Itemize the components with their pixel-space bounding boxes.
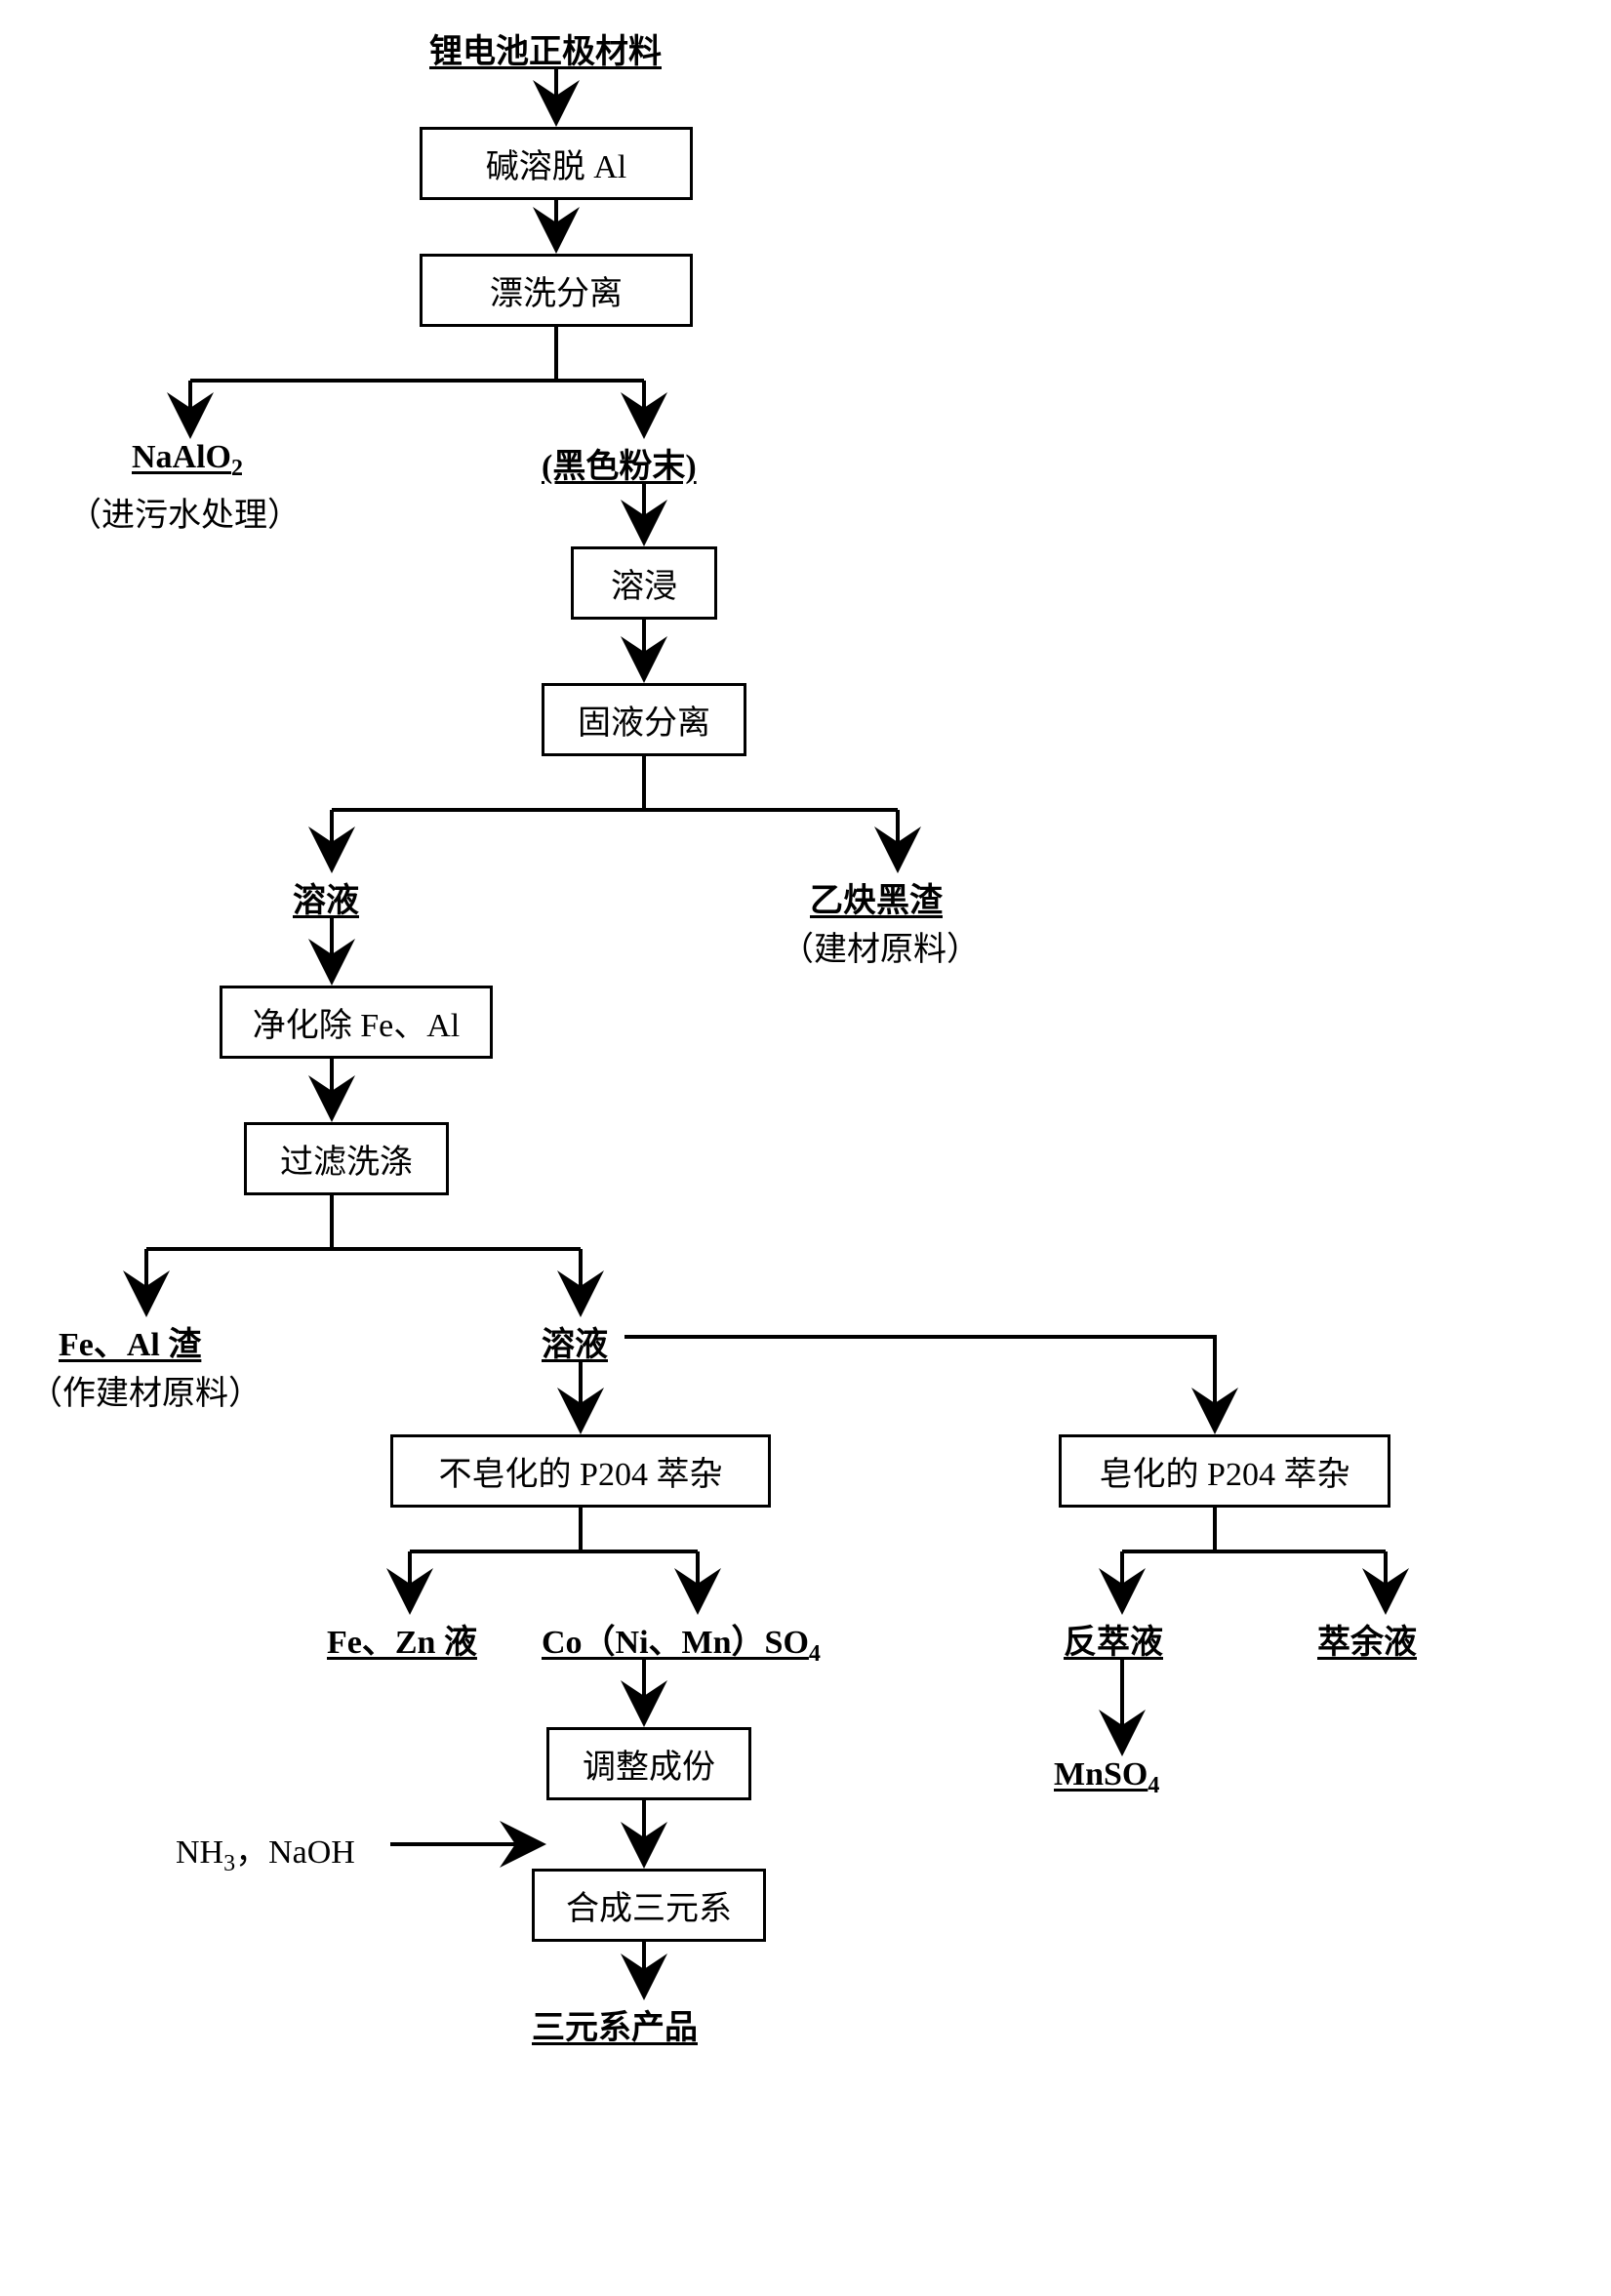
- node-ternary-product: 三元系产品: [532, 2000, 698, 2048]
- node-raffinate: 萃余液: [1317, 1615, 1417, 1663]
- node-filter-wash: 过滤洗涤: [244, 1122, 449, 1195]
- node-nh3-naoh: NH3，NaOH: [176, 1825, 355, 1877]
- node-solution-1: 溶液: [293, 873, 359, 921]
- node-rinse-separate: 漂洗分离: [420, 254, 693, 327]
- node-mnso4: MnSO4: [1054, 1756, 1159, 1799]
- node-fe-zn-liquid: Fe、Zn 液: [327, 1615, 477, 1663]
- node-synthesize-ternary: 合成三元系: [532, 1869, 766, 1942]
- node-adjust-composition: 调整成份: [546, 1727, 751, 1800]
- node-co-ni-mn-so4: Co（Ni、Mn）SO4: [542, 1615, 821, 1668]
- node-naalo2-note: （进污水处理）: [68, 488, 301, 536]
- node-start: 锂电池正极材料: [429, 24, 662, 72]
- node-solution-2: 溶液: [542, 1317, 608, 1365]
- node-slag-note: （建材原料）: [781, 922, 980, 970]
- node-fe-al-note: （作建材原料）: [29, 1366, 262, 1414]
- node-unsaponified-p204: 不皂化的 P204 萃杂: [390, 1434, 771, 1508]
- node-back-extract: 反萃液: [1064, 1615, 1163, 1663]
- node-leaching: 溶浸: [571, 546, 717, 620]
- node-solid-liquid-sep: 固液分离: [542, 683, 746, 756]
- node-naalo2: NaAlO2: [132, 439, 243, 482]
- node-purify-fe-al: 净化除 Fe、Al: [220, 986, 493, 1059]
- node-acetylene-slag: 乙炔黑渣: [810, 873, 943, 921]
- node-black-powder: (黑色粉末): [542, 439, 697, 487]
- flowchart-arrows: [0, 0, 1611, 2296]
- node-fe-al-slag: Fe、Al 渣: [59, 1317, 201, 1365]
- node-alkali-dissolve: 碱溶脱 Al: [420, 127, 693, 200]
- node-saponified-p204: 皂化的 P204 萃杂: [1059, 1434, 1390, 1508]
